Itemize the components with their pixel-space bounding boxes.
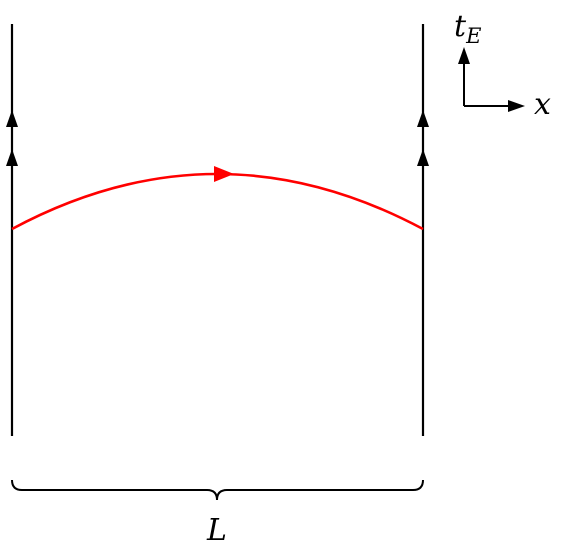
- axes-space-arrowhead: [508, 100, 525, 112]
- time-axis-label: tE: [454, 9, 481, 48]
- space-axis-label: x: [534, 87, 551, 122]
- left-worldline-arrow-lower: [6, 149, 18, 166]
- right-worldline-arrow-upper: [417, 110, 429, 127]
- time-axis-label-main: t: [454, 9, 467, 44]
- length-brace: [11, 479, 424, 501]
- length-label: L: [206, 513, 227, 548]
- time-axis-label-subscript: E: [465, 24, 481, 48]
- red-curve-arrow: [214, 166, 234, 182]
- right-worldline-arrow-lower: [417, 149, 429, 166]
- left-worldline-arrow-upper: [6, 110, 18, 127]
- red-curve: [11, 172, 424, 231]
- axes-time-arrowhead: [458, 47, 470, 64]
